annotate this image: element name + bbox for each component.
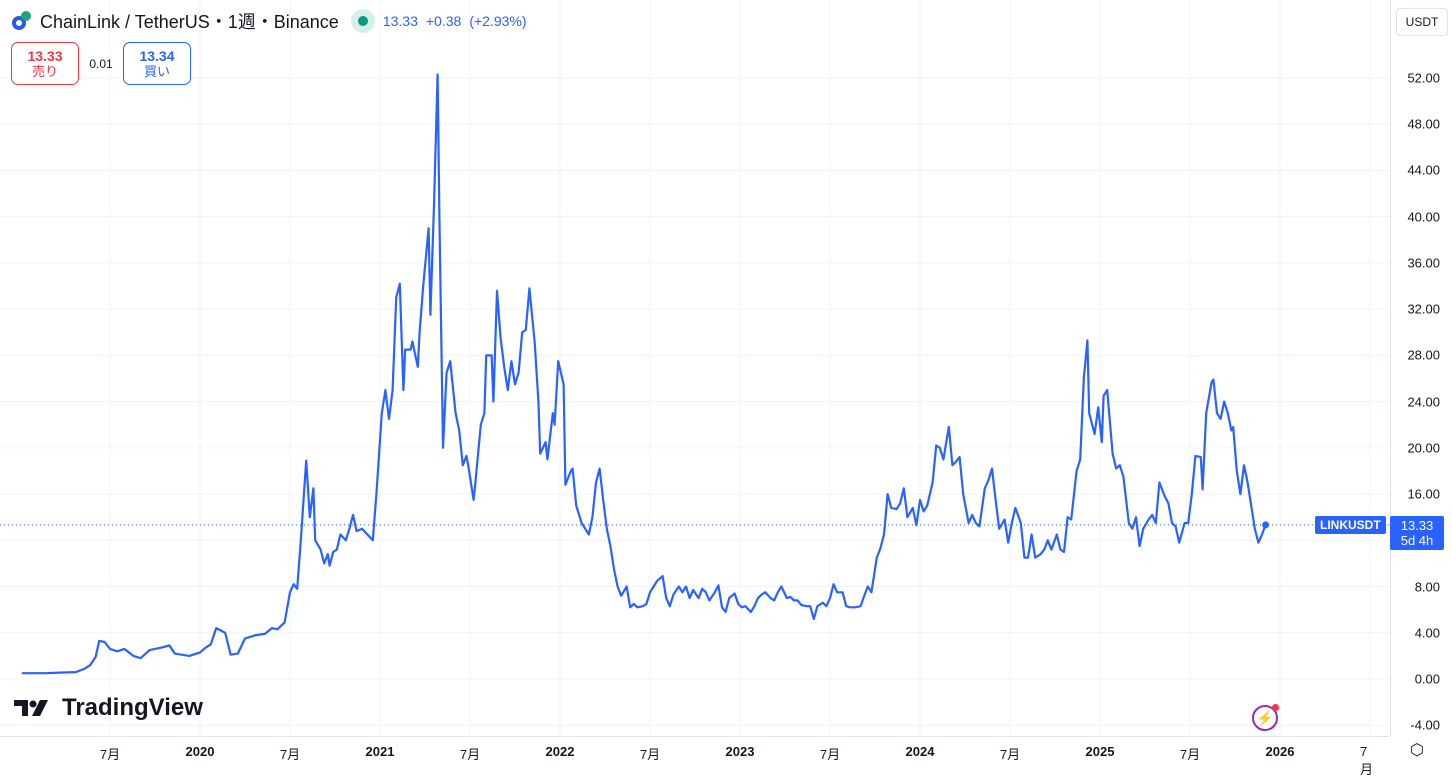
market-status-icon[interactable] <box>350 9 375 33</box>
y-tick-label: 40.00 <box>1407 209 1440 225</box>
sell-price: 13.33 <box>27 47 63 64</box>
tradingview-logo[interactable]: TradingView <box>14 694 203 722</box>
price-change: +0.38 <box>425 13 462 29</box>
y-tick-label: 44.00 <box>1407 162 1440 178</box>
x-tick-label: 2021 <box>365 744 395 759</box>
buy-price: 13.34 <box>139 47 175 64</box>
buy-button[interactable]: 13.34 買い <box>123 42 191 85</box>
last-price: 13.33 <box>382 13 418 29</box>
price-chart[interactable] <box>0 0 1390 736</box>
current-price-label: 13.33 5d 4h <box>1390 515 1444 550</box>
chart-header: ChainLink / TetherUS・1週・Binance 13.33 +0… <box>10 8 527 34</box>
brand-name: TradingView <box>62 694 203 721</box>
current-price: 13.33 <box>1400 517 1434 533</box>
time-axis[interactable]: 7月 2020 7月 2021 7月 2022 7月 2023 7月 2024 7月 2025 7月 20… <box>0 736 1390 777</box>
x-tick-label: 2026 <box>1265 744 1295 759</box>
x-tick-label: 7月 <box>99 747 121 762</box>
symbol-title[interactable]: ChainLink / TetherUS・1週・Binance <box>40 12 339 32</box>
chainlink-logo-icon <box>10 10 32 32</box>
y-tick-label: 52.00 <box>1407 70 1440 86</box>
tradingview-logo-icon <box>14 700 48 716</box>
y-tick-label: 28.00 <box>1407 347 1440 363</box>
grid <box>0 0 1390 736</box>
x-tick-label: 7月 <box>1179 747 1201 762</box>
last-price-dot <box>1262 521 1270 529</box>
x-tick-label: 2023 <box>725 744 755 759</box>
bar-countdown: 5d 4h <box>1400 532 1434 548</box>
x-tick-label: 2024 <box>905 744 935 759</box>
y-tick-label: 16.00 <box>1407 486 1440 502</box>
x-tick-label: 2020 <box>185 744 215 759</box>
settings-icon[interactable]: ⬡ <box>1410 742 1424 759</box>
currency-button[interactable]: USDT <box>1396 8 1448 36</box>
x-tick-label: 7月 <box>459 747 481 762</box>
symbol-label: LINKUSDT <box>1315 515 1386 534</box>
y-tick-label: 32.00 <box>1407 301 1440 317</box>
x-tick-label: 7月 <box>1360 744 1374 777</box>
trade-buttons: 13.33 売り 0.01 13.34 買い <box>11 42 191 85</box>
x-tick-label: 2022 <box>545 744 575 759</box>
y-tick-label: 8.00 <box>1414 579 1440 595</box>
x-tick-label: 2025 <box>1085 744 1115 759</box>
y-tick-label: 0.00 <box>1414 671 1440 687</box>
x-tick-label: 7月 <box>819 747 841 762</box>
price-quote: 13.33 +0.38 (+2.93%) <box>383 13 527 29</box>
y-tick-label: -4.00 <box>1410 717 1440 733</box>
lightning-icon[interactable]: ⚡ <box>1252 704 1279 731</box>
x-tick-label: 7月 <box>279 747 301 762</box>
sell-button[interactable]: 13.33 売り <box>11 42 79 85</box>
price-line <box>21 73 1267 675</box>
y-tick-label: 48.00 <box>1407 116 1440 132</box>
price-change-pct: (+2.93%) <box>469 13 527 29</box>
x-tick-label: 7月 <box>999 747 1021 762</box>
y-tick-label: 24.00 <box>1407 394 1440 410</box>
y-tick-label: 4.00 <box>1414 625 1440 641</box>
x-tick-label: 7月 <box>639 747 661 762</box>
buy-label: 買い <box>143 63 170 79</box>
sell-label: 売り <box>31 63 58 79</box>
y-tick-label: 20.00 <box>1407 440 1440 456</box>
price-axis[interactable]: 52.00 48.00 44.00 40.00 36.00 32.00 28.00 24.00… <box>1390 0 1452 736</box>
spread: 0.01 <box>89 56 113 71</box>
y-tick-label: 36.00 <box>1407 255 1440 271</box>
